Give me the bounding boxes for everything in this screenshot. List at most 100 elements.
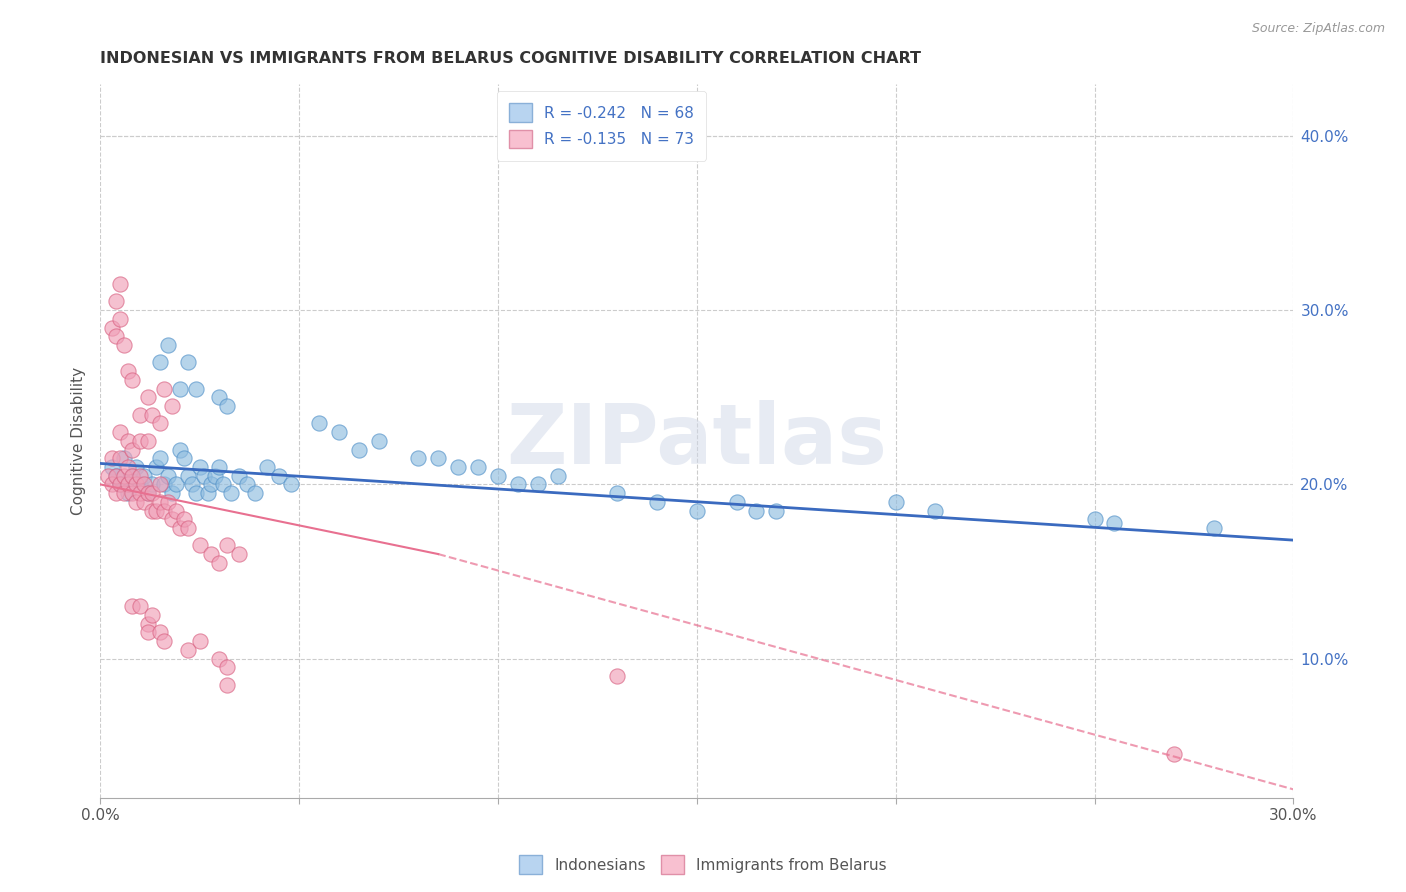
Point bbox=[217, 538, 239, 552]
Point bbox=[117, 459, 139, 474]
Point bbox=[221, 486, 243, 500]
Point bbox=[208, 556, 231, 570]
Point bbox=[156, 338, 179, 352]
Point bbox=[1202, 521, 1225, 535]
Point bbox=[112, 468, 135, 483]
Point bbox=[132, 495, 155, 509]
Point bbox=[121, 442, 143, 457]
Point bbox=[745, 503, 768, 517]
Point bbox=[141, 408, 163, 422]
Point bbox=[156, 495, 179, 509]
Point bbox=[105, 294, 128, 309]
Point bbox=[136, 625, 159, 640]
Point bbox=[101, 459, 124, 474]
Point bbox=[208, 651, 231, 665]
Point bbox=[156, 468, 179, 483]
Point bbox=[101, 477, 124, 491]
Point bbox=[149, 417, 172, 431]
Legend: R = -0.242   N = 68, R = -0.135   N = 73: R = -0.242 N = 68, R = -0.135 N = 73 bbox=[496, 91, 706, 161]
Point bbox=[184, 486, 207, 500]
Point bbox=[101, 451, 124, 466]
Point bbox=[169, 442, 191, 457]
Point bbox=[141, 477, 163, 491]
Point bbox=[160, 512, 183, 526]
Point bbox=[101, 320, 124, 334]
Point bbox=[160, 486, 183, 500]
Point bbox=[129, 468, 152, 483]
Point bbox=[606, 486, 628, 500]
Point bbox=[217, 399, 239, 413]
Point bbox=[176, 521, 198, 535]
Point bbox=[165, 477, 187, 491]
Point bbox=[526, 477, 548, 491]
Point bbox=[145, 459, 167, 474]
Point bbox=[256, 459, 278, 474]
Point bbox=[108, 277, 131, 291]
Point bbox=[105, 468, 128, 483]
Point bbox=[184, 382, 207, 396]
Point bbox=[149, 625, 172, 640]
Point bbox=[217, 678, 239, 692]
Point bbox=[176, 355, 198, 369]
Point bbox=[367, 434, 389, 448]
Point bbox=[117, 477, 139, 491]
Point bbox=[121, 486, 143, 500]
Point bbox=[217, 660, 239, 674]
Point bbox=[269, 468, 291, 483]
Point bbox=[427, 451, 450, 466]
Point bbox=[228, 547, 250, 561]
Point bbox=[117, 434, 139, 448]
Point bbox=[176, 643, 198, 657]
Point bbox=[280, 477, 302, 491]
Point bbox=[129, 599, 152, 614]
Point bbox=[188, 634, 211, 648]
Point bbox=[208, 390, 231, 404]
Point bbox=[108, 451, 131, 466]
Text: Source: ZipAtlas.com: Source: ZipAtlas.com bbox=[1251, 22, 1385, 36]
Point bbox=[308, 417, 330, 431]
Point bbox=[212, 477, 235, 491]
Point bbox=[347, 442, 370, 457]
Point bbox=[117, 486, 139, 500]
Point bbox=[112, 338, 135, 352]
Point bbox=[200, 547, 222, 561]
Point bbox=[197, 486, 219, 500]
Point bbox=[105, 329, 128, 343]
Point bbox=[169, 382, 191, 396]
Point bbox=[149, 477, 172, 491]
Point bbox=[129, 408, 152, 422]
Point bbox=[169, 521, 191, 535]
Point bbox=[136, 616, 159, 631]
Point bbox=[152, 382, 174, 396]
Point bbox=[108, 425, 131, 439]
Legend: Indonesians, Immigrants from Belarus: Indonesians, Immigrants from Belarus bbox=[513, 849, 893, 880]
Point bbox=[149, 451, 172, 466]
Point bbox=[145, 503, 167, 517]
Point bbox=[193, 468, 215, 483]
Point bbox=[228, 468, 250, 483]
Point bbox=[245, 486, 267, 500]
Point bbox=[467, 459, 489, 474]
Point bbox=[152, 503, 174, 517]
Point bbox=[176, 468, 198, 483]
Point bbox=[645, 495, 668, 509]
Point bbox=[108, 477, 131, 491]
Point bbox=[200, 477, 222, 491]
Point bbox=[884, 495, 907, 509]
Point bbox=[121, 599, 143, 614]
Point bbox=[136, 486, 159, 500]
Point bbox=[236, 477, 259, 491]
Point bbox=[188, 459, 211, 474]
Point bbox=[152, 634, 174, 648]
Text: ZIPatlas: ZIPatlas bbox=[506, 401, 887, 482]
Point bbox=[725, 495, 748, 509]
Point bbox=[486, 468, 509, 483]
Point bbox=[112, 451, 135, 466]
Point bbox=[208, 459, 231, 474]
Point bbox=[129, 486, 152, 500]
Point bbox=[165, 503, 187, 517]
Point bbox=[112, 486, 135, 500]
Point bbox=[408, 451, 430, 466]
Point bbox=[149, 495, 172, 509]
Point bbox=[1083, 512, 1105, 526]
